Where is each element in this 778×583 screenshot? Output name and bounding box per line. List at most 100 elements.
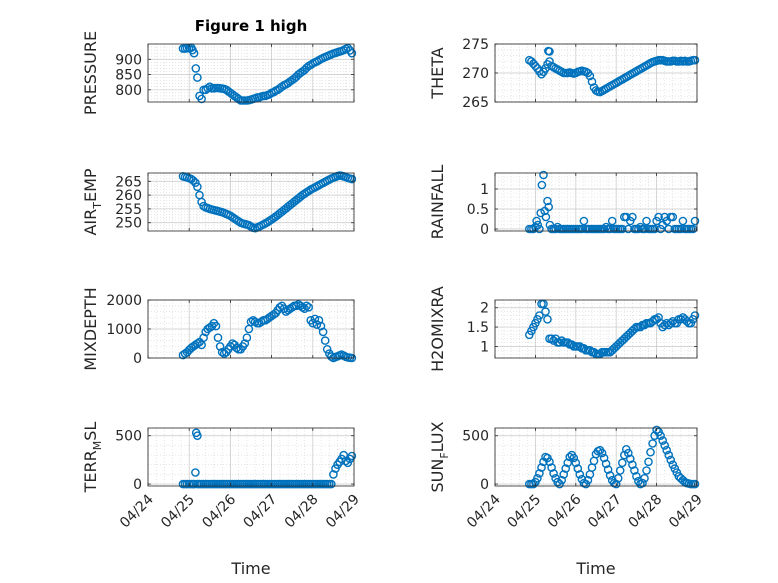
x-tick-label: 04/25 xyxy=(158,492,198,532)
y-tick-label: 0 xyxy=(480,222,489,238)
data-point xyxy=(193,431,202,441)
data-point xyxy=(636,222,645,232)
data-point xyxy=(626,454,635,464)
y-tick-label: 500 xyxy=(462,429,489,445)
data-point xyxy=(613,473,623,483)
data-point xyxy=(678,216,688,226)
data-point xyxy=(620,450,629,460)
data-point xyxy=(648,439,657,448)
data-point xyxy=(563,458,573,468)
data-point xyxy=(215,342,225,351)
x-tick-label: 04/25 xyxy=(504,492,544,532)
data-point xyxy=(529,479,538,489)
data-point xyxy=(532,216,541,226)
data-point xyxy=(565,452,575,462)
x-axis-label: Time xyxy=(575,559,615,578)
y-tick-label: 265 xyxy=(462,95,489,111)
data-point xyxy=(302,301,311,311)
data-point xyxy=(666,455,676,465)
subplot-h2omixra: 1 1.5 2 H2OMIXRA xyxy=(428,286,700,372)
data-point xyxy=(191,64,201,73)
axes-box xyxy=(147,43,355,103)
data-point xyxy=(690,311,700,320)
data-point xyxy=(191,468,200,477)
data-point xyxy=(541,307,550,316)
y-axis-label: MIXDEPTH xyxy=(81,287,100,370)
data-point xyxy=(189,48,199,58)
data-point xyxy=(339,450,349,460)
data-point xyxy=(642,466,651,475)
data-point xyxy=(640,473,649,483)
data-point xyxy=(265,90,274,99)
data-series xyxy=(178,43,357,105)
data-point xyxy=(547,463,556,472)
data-point xyxy=(533,220,543,230)
data-point xyxy=(326,479,336,489)
data-point xyxy=(242,333,252,343)
data-point xyxy=(541,212,551,222)
data-point xyxy=(656,431,665,441)
y-tick-label: 2000 xyxy=(106,293,142,309)
data-point xyxy=(597,448,607,458)
data-point xyxy=(658,436,668,445)
y-tick-label: 0.5 xyxy=(467,202,489,218)
x-tick-label: 04/26 xyxy=(545,491,585,531)
data-point xyxy=(197,94,206,104)
data-point xyxy=(575,342,585,351)
data-point xyxy=(188,176,198,185)
axes-background xyxy=(148,44,354,102)
data-point xyxy=(585,71,595,81)
data-point xyxy=(197,197,206,207)
data-point xyxy=(549,469,558,478)
axes-background xyxy=(148,428,354,486)
data-point xyxy=(543,196,552,206)
data-point xyxy=(630,324,639,334)
data-point xyxy=(535,311,544,320)
axes-box xyxy=(147,172,355,232)
x-tick-label: 04/28 xyxy=(626,492,666,532)
data-point xyxy=(347,48,357,58)
data-point xyxy=(624,224,633,234)
data-point xyxy=(599,453,609,463)
data-point xyxy=(211,321,221,331)
y-tick-label: 800 xyxy=(115,83,142,99)
subplot-theta: 265 270 275 THETA xyxy=(428,37,700,111)
data-point xyxy=(320,336,330,345)
data-point xyxy=(203,84,212,93)
y-axis-label: SUNFLUX xyxy=(428,421,451,492)
y-axis-label: AIRTEMP xyxy=(81,168,104,235)
data-point xyxy=(314,315,324,325)
data-point xyxy=(205,82,215,91)
data-point xyxy=(537,180,547,190)
data-point xyxy=(668,212,678,222)
x-axis-label: Time xyxy=(230,559,270,578)
y-tick-label: 260 xyxy=(115,188,142,204)
y-tick-label: 0 xyxy=(480,477,489,493)
data-point xyxy=(690,216,700,226)
data-point xyxy=(341,456,351,466)
data-point xyxy=(690,479,700,489)
data-point xyxy=(347,174,357,184)
data-point xyxy=(246,317,256,327)
data-point xyxy=(654,212,663,222)
data-point xyxy=(652,216,661,226)
data-point xyxy=(646,447,655,457)
data-point xyxy=(543,314,552,324)
data-point xyxy=(634,224,643,234)
data-point xyxy=(660,441,670,450)
y-tick-label: 255 xyxy=(115,202,142,218)
data-point xyxy=(618,224,627,234)
data-point xyxy=(250,317,260,327)
data-point xyxy=(559,470,569,479)
y-tick-label: 2 xyxy=(480,301,489,317)
data-point xyxy=(318,327,328,337)
data-point xyxy=(618,458,627,468)
data-series xyxy=(525,299,700,359)
data-point xyxy=(232,343,241,353)
axes-box xyxy=(494,427,698,487)
data-point xyxy=(636,322,645,332)
y-tick-label: 900 xyxy=(115,52,142,68)
data-point xyxy=(539,170,548,180)
